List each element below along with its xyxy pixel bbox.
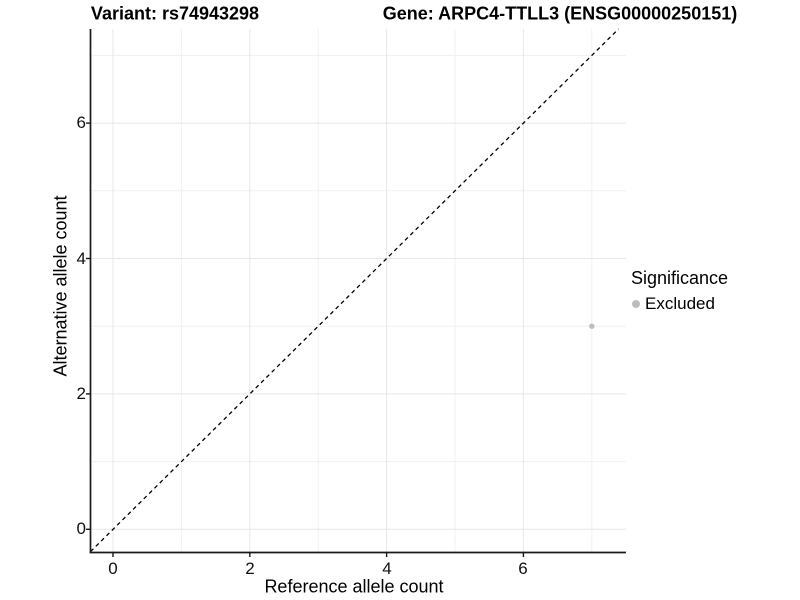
x-tick-label-2: 2 [245,559,255,578]
y-tick-label-0: 0 [76,519,86,538]
y-tick-label-6: 6 [76,113,86,132]
gene-title: Gene: ARPC4-TTLL3 (ENSG00000250151) [382,3,738,24]
x-axis-title: Reference allele count [264,576,444,597]
y-tick-label-2: 2 [76,384,86,403]
y-tick-label-4: 4 [76,249,86,268]
x-tick-label-6: 6 [518,559,528,578]
data-point [589,323,595,329]
x-tick-label-4: 4 [382,559,392,578]
legend-title: Significance [631,268,729,288]
legend-item-excluded: Excluded [632,294,715,314]
y-axis-title: Alternative allele count [50,195,71,377]
variant-title: Variant: rs74943298 [90,3,260,24]
identity-line [90,28,619,553]
legend-item-label: Excluded [645,294,715,313]
x-tick-label-0: 0 [108,559,118,578]
legend-point-icon [632,300,640,308]
